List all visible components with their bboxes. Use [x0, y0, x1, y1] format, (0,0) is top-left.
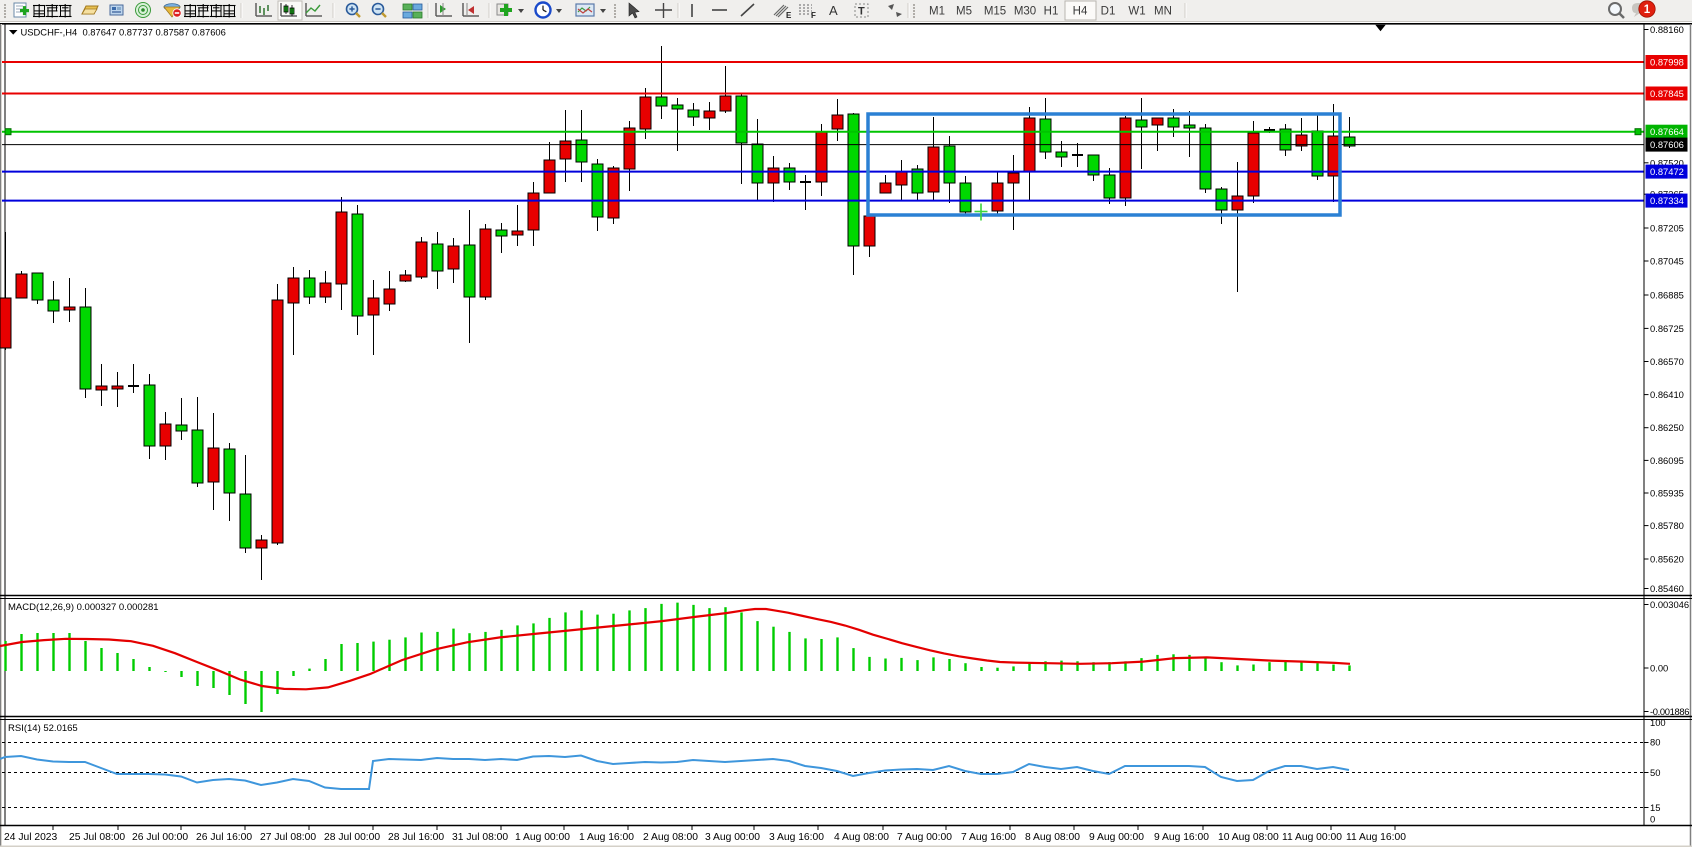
svg-text:T: T: [858, 6, 865, 18]
svg-text:27 Jul 08:00: 27 Jul 08:00: [260, 832, 316, 843]
svg-text:0.86095: 0.86095: [1650, 455, 1684, 466]
svg-text:0.87045: 0.87045: [1650, 256, 1684, 267]
svg-text:H1: H1: [1044, 6, 1059, 18]
svg-text:31 Jul 08:00: 31 Jul 08:00: [452, 832, 508, 843]
svg-text:2 Aug 08:00: 2 Aug 08:00: [643, 832, 698, 843]
svg-text:9 Aug 00:00: 9 Aug 00:00: [1089, 832, 1144, 843]
svg-text:11 Aug 00:00: 11 Aug 00:00: [1282, 832, 1342, 843]
svg-text:W1: W1: [1128, 6, 1145, 18]
svg-text:3 Aug 16:00: 3 Aug 16:00: [769, 832, 824, 843]
svg-text:80: 80: [1650, 737, 1660, 748]
svg-text:0.85460: 0.85460: [1650, 583, 1684, 594]
svg-text:0.87520: 0.87520: [1650, 157, 1684, 168]
svg-text:0.86250: 0.86250: [1650, 422, 1684, 433]
svg-text:0.87998: 0.87998: [1650, 57, 1684, 68]
svg-text:0.87472: 0.87472: [1650, 166, 1684, 177]
svg-text:11 Aug 16:00: 11 Aug 16:00: [1346, 832, 1406, 843]
svg-text:9 Aug 16:00: 9 Aug 16:00: [1154, 832, 1209, 843]
svg-text:28 Jul 16:00: 28 Jul 16:00: [388, 832, 444, 843]
svg-text:26 Jul 00:00: 26 Jul 00:00: [132, 832, 188, 843]
svg-text:0.87606: 0.87606: [1650, 139, 1684, 150]
svg-text:50: 50: [1650, 767, 1660, 778]
svg-text:F: F: [811, 11, 816, 20]
svg-text:7 Aug 00:00: 7 Aug 00:00: [897, 832, 952, 843]
svg-text:0.87845: 0.87845: [1650, 88, 1684, 99]
svg-text:A: A: [829, 3, 838, 18]
svg-text:-0.001886: -0.001886: [1650, 706, 1689, 717]
svg-text:0.85935: 0.85935: [1650, 488, 1684, 499]
svg-text:24 Jul 2023: 24 Jul 2023: [4, 832, 58, 843]
svg-text:0.00: 0.00: [1650, 663, 1668, 674]
svg-text:M5: M5: [956, 6, 972, 18]
svg-text:0.87664: 0.87664: [1650, 126, 1684, 137]
svg-text:0.86570: 0.86570: [1650, 356, 1684, 367]
svg-text:15: 15: [1650, 802, 1660, 813]
svg-text:7 Aug 16:00: 7 Aug 16:00: [961, 832, 1016, 843]
svg-text:M30: M30: [1014, 6, 1036, 18]
svg-text:1: 1: [1644, 4, 1651, 16]
svg-text:M1: M1: [929, 6, 945, 18]
svg-text:E: E: [786, 11, 792, 20]
svg-text:MN: MN: [1154, 6, 1172, 18]
svg-text:H4: H4: [1073, 6, 1088, 18]
svg-text:1 Aug 16:00: 1 Aug 16:00: [579, 832, 634, 843]
svg-text:M15: M15: [984, 6, 1006, 18]
svg-text:10 Aug 08:00: 10 Aug 08:00: [1218, 832, 1279, 843]
svg-text:0.86885: 0.86885: [1650, 290, 1684, 301]
svg-text:0.85620: 0.85620: [1650, 554, 1684, 565]
svg-text:0.003046: 0.003046: [1650, 599, 1689, 610]
svg-text:0: 0: [1650, 814, 1655, 825]
svg-text:0.87334: 0.87334: [1650, 195, 1684, 206]
svg-text:0.85780: 0.85780: [1650, 520, 1684, 531]
svg-text:0.86410: 0.86410: [1650, 389, 1684, 400]
svg-text:28 Jul 00:00: 28 Jul 00:00: [324, 832, 380, 843]
svg-text:USDCHF-,H4 0.87647 0.87737 0.: USDCHF-,H4 0.87647 0.87737 0.87587 0.876…: [21, 26, 226, 37]
svg-text:3 Aug 00:00: 3 Aug 00:00: [705, 832, 760, 843]
svg-text:25 Jul 08:00: 25 Jul 08:00: [69, 832, 125, 843]
svg-text:0.87205: 0.87205: [1650, 223, 1684, 234]
svg-text:MACD(12,26,9) 0.000327 0.00028: MACD(12,26,9) 0.000327 0.000281: [8, 602, 159, 613]
svg-text:RSI(14) 52.0165: RSI(14) 52.0165: [8, 723, 78, 734]
svg-text:4 Aug 08:00: 4 Aug 08:00: [834, 832, 889, 843]
svg-text:D1: D1: [1101, 6, 1116, 18]
svg-text:0.88160: 0.88160: [1650, 24, 1684, 35]
svg-text:8 Aug 08:00: 8 Aug 08:00: [1025, 832, 1080, 843]
svg-text:1 Aug 00:00: 1 Aug 00:00: [515, 832, 570, 843]
svg-text:26 Jul 16:00: 26 Jul 16:00: [196, 832, 252, 843]
svg-text:100: 100: [1650, 717, 1666, 728]
svg-text:0.86725: 0.86725: [1650, 323, 1684, 334]
